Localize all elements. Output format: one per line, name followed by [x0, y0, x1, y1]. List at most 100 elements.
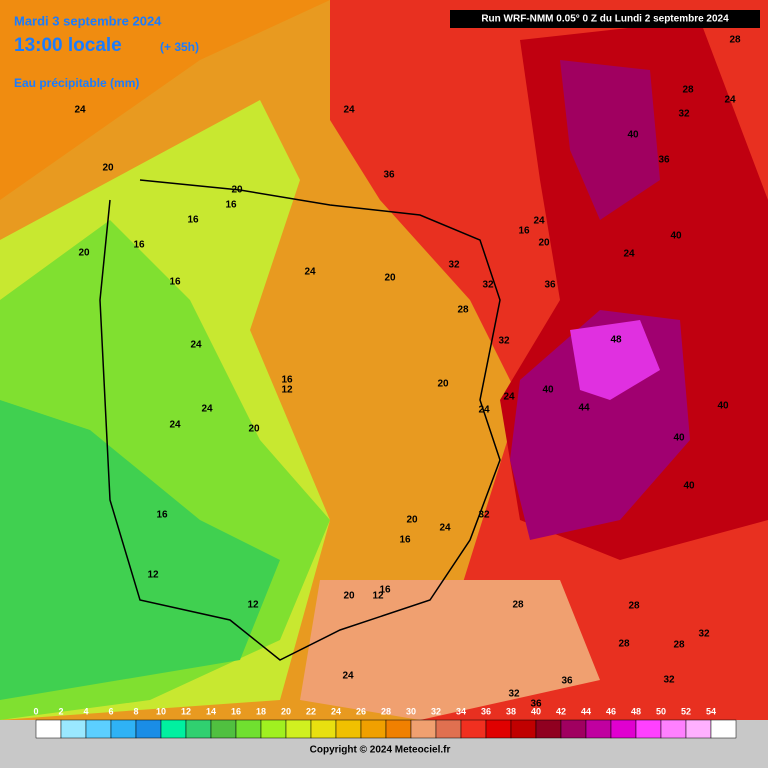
legend-swatch	[535, 719, 562, 739]
contour-label: 36	[530, 699, 542, 710]
contour-label: 40	[673, 433, 685, 444]
legend-tick: 4	[83, 706, 88, 716]
legend-tick: 8	[133, 706, 138, 716]
contour-label: 24	[439, 523, 451, 534]
zone-purple-n	[560, 60, 660, 220]
contour-label: 20	[231, 185, 243, 196]
contour-label: 24	[201, 404, 213, 415]
contour-label: 24	[503, 392, 515, 403]
contour-label: 24	[724, 95, 736, 106]
contour-label: 40	[627, 130, 639, 141]
contour-label: 20	[437, 379, 449, 390]
legend-tick: 30	[406, 706, 416, 716]
legend-tick: 36	[481, 706, 491, 716]
contour-label: 28	[729, 35, 741, 46]
contour-label: 28	[628, 601, 640, 612]
legend-tick: 48	[631, 706, 641, 716]
contour-label: 16	[169, 277, 181, 288]
legend-swatch	[185, 719, 212, 739]
contour-label: 24	[190, 340, 202, 351]
contour-label: 20	[406, 515, 418, 526]
legend-swatch	[160, 719, 187, 739]
contour-label: 40	[542, 385, 554, 396]
contour-label: 32	[663, 675, 675, 686]
legend-swatch	[35, 719, 62, 739]
contour-label: 24	[342, 671, 354, 682]
date: Mardi 3 septembre 2024	[14, 13, 162, 28]
legend-swatch	[485, 719, 512, 739]
legend-tick: 2	[58, 706, 63, 716]
legend-tick: 46	[606, 706, 616, 716]
contour-label: 24	[169, 420, 181, 431]
legend-tick: 18	[256, 706, 266, 716]
variable: Eau précipitable (mm)	[14, 76, 139, 90]
contour-label: 32	[678, 109, 690, 120]
copyright: Copyright © 2024 Meteociel.fr	[310, 745, 451, 756]
contour-label: 32	[698, 629, 710, 640]
contour-label: 24	[343, 105, 355, 116]
legend-tick: 22	[306, 706, 316, 716]
legend-tick: 38	[506, 706, 516, 716]
legend-swatch	[410, 719, 437, 739]
contour-label: 20	[248, 424, 260, 435]
run-info: Run WRF-NMM 0.05° 0 Z du Lundi 2 septemb…	[481, 14, 729, 25]
contour-label: 48	[610, 335, 622, 346]
legend-swatch	[260, 719, 287, 739]
legend-swatch	[335, 719, 362, 739]
sea-orange	[0, 0, 330, 200]
legend-tick: 26	[356, 706, 366, 716]
legend-swatch	[510, 719, 537, 739]
legend-swatch	[660, 719, 687, 739]
lead: (+ 35h)	[160, 40, 199, 54]
contour-label: 28	[682, 85, 694, 96]
legend-tick: 32	[431, 706, 441, 716]
legend-tick: 14	[206, 706, 216, 716]
contour-label: 36	[383, 170, 395, 181]
contour-label: 28	[457, 305, 469, 316]
contour-label: 16	[133, 240, 145, 251]
legend-tick: 50	[656, 706, 666, 716]
coastline	[99, 179, 501, 661]
contour-label: 20	[538, 238, 550, 249]
contour-label: 16	[187, 215, 199, 226]
legend-swatch	[110, 719, 137, 739]
legend-tick: 42	[556, 706, 566, 716]
contour-label: 16	[518, 226, 530, 237]
contour-label: 24	[478, 405, 490, 416]
contour-label: 28	[512, 600, 524, 611]
legend-tick: 24	[331, 706, 341, 716]
run-box	[450, 10, 760, 28]
contour-label: 32	[508, 689, 520, 700]
contour-label: 32	[478, 510, 490, 521]
legend-swatch	[85, 719, 112, 739]
contour-label: 24	[304, 267, 316, 278]
contour-label: 12	[147, 570, 159, 581]
contour-label: 32	[498, 336, 510, 347]
legend-swatch	[635, 719, 662, 739]
contour-label: 36	[544, 280, 556, 291]
legend-tick: 10	[156, 706, 166, 716]
legend-swatch	[210, 719, 237, 739]
contour-label: 40	[670, 231, 682, 242]
legend-swatch	[385, 719, 412, 739]
time: 13:00 locale	[14, 35, 122, 56]
legend-swatch	[135, 719, 162, 739]
legend-tick: 54	[706, 706, 716, 716]
legend-swatch	[710, 719, 737, 739]
contour-label: 32	[482, 280, 494, 291]
legend-swatch	[285, 719, 312, 739]
legend-swatch	[60, 719, 87, 739]
legend-tick: 40	[531, 706, 541, 716]
legend-swatch	[360, 719, 387, 739]
contour-label: 20	[343, 591, 355, 602]
legend-tick: 0	[33, 706, 38, 716]
contour-label: 32	[448, 260, 460, 271]
legend-tick: 16	[231, 706, 241, 716]
legend-tick: 20	[281, 706, 291, 716]
legend-tick: 6	[108, 706, 113, 716]
contour-label: 36	[658, 155, 670, 166]
zone-magenta	[570, 320, 660, 400]
contour-label: 16	[156, 510, 168, 521]
